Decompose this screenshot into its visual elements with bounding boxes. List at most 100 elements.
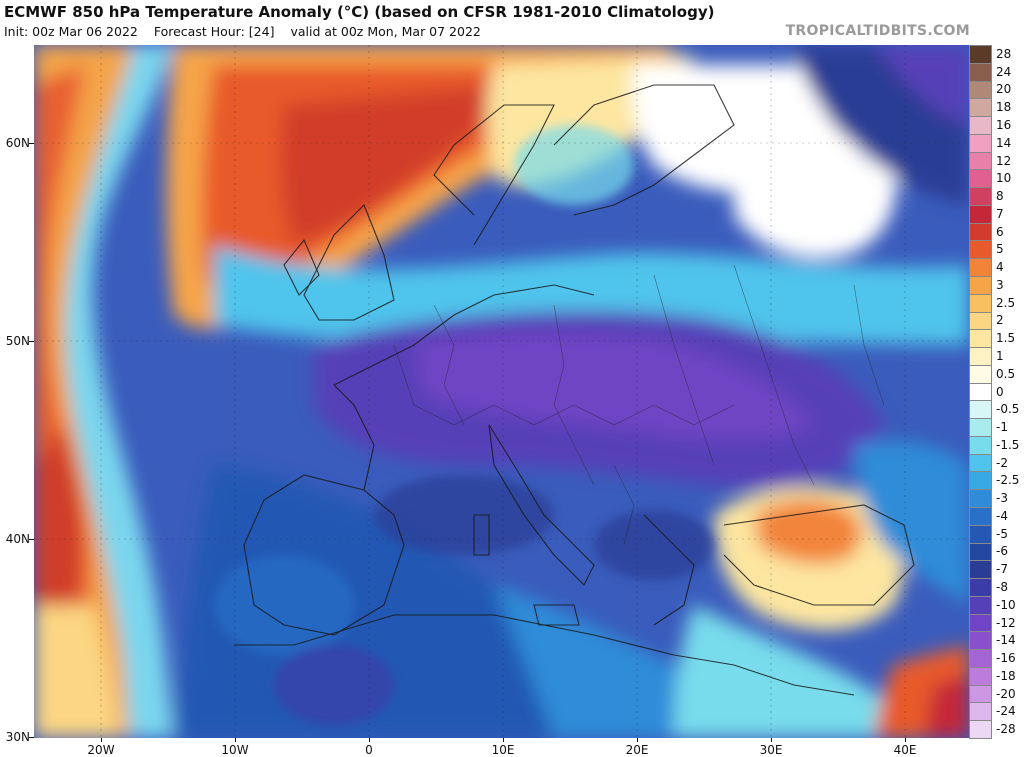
lon-tick-10w	[235, 738, 236, 742]
colorbar-label: 7	[996, 206, 1004, 221]
lon-tick-20w	[101, 738, 102, 742]
colorbar-label: -24	[996, 704, 1016, 719]
colorbar-swatch	[969, 240, 992, 260]
colorbar-label: -28	[996, 722, 1016, 737]
colorbar-swatch	[969, 578, 992, 597]
lon-label-10w: 10W	[221, 743, 249, 757]
colorbar-swatch	[969, 489, 992, 508]
colorbar-label: 10	[996, 171, 1012, 186]
colorbar-label: -5	[996, 526, 1008, 541]
colorbar-label: 16	[996, 117, 1012, 132]
colorbar-label: -16	[996, 651, 1016, 666]
colorbar-swatch	[969, 80, 992, 100]
lon-label-10e: 10E	[491, 743, 515, 757]
colorbar-swatch	[969, 98, 992, 118]
colorbar-label: 28	[996, 46, 1012, 61]
colorbar-swatch	[969, 222, 992, 242]
run-info: Init: 00z Mar 06 2022 Forecast Hour: [24…	[4, 24, 493, 39]
colorbar-label: 2	[996, 313, 1004, 328]
lon-tick-40e	[905, 738, 906, 742]
colorbar-swatch	[969, 684, 992, 704]
colorbar-label: -3	[996, 491, 1008, 506]
colorbar-label: 8	[996, 189, 1004, 204]
map-title: ECMWF 850 hPa Temperature Anomaly (°C) (…	[4, 3, 715, 21]
anomaly-field	[34, 45, 969, 738]
lon-tick-10e	[503, 738, 504, 742]
valid-time: valid at 00z Mon, Mar 07 2022	[290, 24, 481, 39]
colorbar-swatch	[969, 133, 992, 153]
colorbar-swatch	[969, 169, 992, 189]
colorbar-label: -7	[996, 562, 1008, 577]
colorbar-swatch	[969, 258, 992, 277]
colorbar-label: 0.5	[996, 366, 1016, 381]
colorbar-label: -6	[996, 544, 1008, 559]
lat-label-40n: 40N	[5, 532, 30, 546]
lon-label-20w: 20W	[87, 743, 115, 757]
colorbar-swatch	[969, 542, 992, 562]
colorbar-swatch	[969, 666, 992, 686]
init-time: Init: 00z Mar 06 2022	[4, 24, 138, 39]
colorbar-label: 1	[996, 348, 1004, 363]
colorbar-swatch	[969, 524, 992, 544]
colorbar-swatch	[969, 560, 992, 580]
colorbar-label: -14	[996, 633, 1016, 648]
colorbar-swatch	[969, 507, 992, 526]
lat-tick-50n	[29, 341, 34, 342]
colorbar-label: -18	[996, 668, 1016, 683]
colorbar-label: -8	[996, 579, 1008, 594]
colorbar-swatch	[969, 116, 992, 135]
colorbar-swatch	[969, 45, 992, 64]
colorbar-label: 3	[996, 277, 1004, 292]
colorbar-label: 6	[996, 224, 1004, 239]
lon-label-40e: 40E	[893, 743, 917, 757]
colorbar-swatch	[969, 720, 992, 739]
colorbar-swatch	[969, 276, 992, 295]
colorbar-swatch	[969, 471, 992, 491]
colorbar-swatch	[969, 151, 992, 171]
colorbar-label: -12	[996, 615, 1016, 630]
lon-label-30e: 30E	[759, 743, 783, 757]
colorbar-swatch	[969, 311, 992, 331]
colorbar-label: 24	[996, 64, 1012, 79]
lon-label-0: 0	[365, 743, 373, 757]
colorbar-label: -1	[996, 420, 1008, 435]
colorbar-swatch	[969, 702, 992, 722]
lon-tick-0	[369, 738, 370, 742]
lat-tick-40n	[29, 539, 34, 540]
colorbar-label: 5	[996, 242, 1004, 257]
colorbar-label: 20	[996, 82, 1012, 97]
colorbar-swatch	[969, 347, 992, 366]
forecast-hour: Forecast Hour: [24]	[153, 24, 275, 39]
lon-tick-20e	[637, 738, 638, 742]
lat-tick-60n	[29, 143, 34, 144]
colorbar-label: -10	[996, 597, 1016, 612]
lat-tick-30n	[29, 737, 34, 738]
colorbar-swatch	[969, 364, 992, 384]
colorbar-swatch	[969, 595, 992, 615]
lon-label-20e: 20E	[625, 743, 649, 757]
colorbar-label: 0	[996, 384, 1004, 399]
colorbar-swatch	[969, 62, 992, 82]
colorbar-label: 2.5	[996, 295, 1016, 310]
lat-label-30n: 30N	[5, 730, 30, 744]
colorbar-swatch	[969, 329, 992, 349]
lat-label-50n: 50N	[5, 334, 30, 348]
anomaly-map	[34, 45, 969, 738]
lon-tick-30e	[771, 738, 772, 742]
colorbar-label: -0.5	[996, 402, 1020, 417]
colorbar-swatch	[969, 418, 992, 437]
colorbar-swatch	[969, 204, 992, 224]
colorbar-swatch	[969, 293, 992, 313]
colorbar-swatch	[969, 453, 992, 473]
colorbar-swatch	[969, 613, 992, 633]
colorbar-label: 14	[996, 135, 1012, 150]
colorbar-swatch	[969, 400, 992, 420]
colorbar-label: -2.5	[996, 473, 1020, 488]
colorbar	[969, 45, 992, 739]
colorbar-label: -1.5	[996, 437, 1020, 452]
colorbar-label: 18	[996, 100, 1012, 115]
colorbar-label: -20	[996, 686, 1016, 701]
colorbar-swatch	[969, 382, 992, 402]
colorbar-swatch	[969, 187, 992, 206]
lat-label-60n: 60N	[5, 136, 30, 150]
